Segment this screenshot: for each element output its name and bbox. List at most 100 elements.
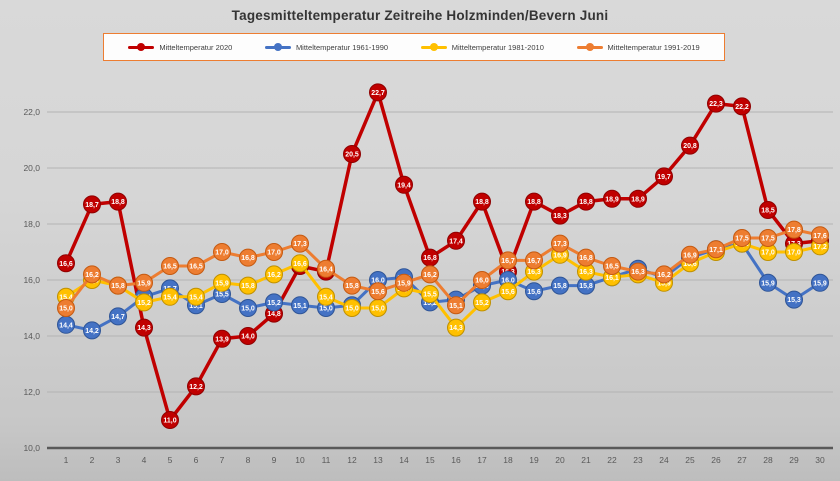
legend-item-3[interactable]: Mitteltemperatur 1981-2010 xyxy=(420,42,544,52)
data-point xyxy=(343,145,361,163)
data-point xyxy=(447,231,465,250)
data-point xyxy=(421,285,439,303)
data-point xyxy=(239,248,257,267)
data-label: 14,3 xyxy=(449,325,463,332)
x-tick-label: 8 xyxy=(246,455,251,465)
data-point xyxy=(83,195,101,214)
data-point xyxy=(551,206,569,225)
x-tick-label: 30 xyxy=(815,455,825,465)
data-label: 15,8 xyxy=(579,283,593,290)
data-label: 14,2 xyxy=(85,328,99,335)
data-point xyxy=(213,273,231,292)
data-label: 16,9 xyxy=(683,252,697,259)
data-label: 15,1 xyxy=(293,303,307,310)
data-label: 16,7 xyxy=(501,258,515,265)
x-tick-label: 28 xyxy=(763,455,773,465)
data-point xyxy=(161,257,179,275)
data-point xyxy=(759,201,777,219)
legend-marker-icon xyxy=(576,43,603,51)
data-point xyxy=(317,259,335,278)
x-tick-label: 21 xyxy=(581,455,591,465)
data-label: 17,4 xyxy=(449,238,463,245)
x-tick-label: 15 xyxy=(425,455,435,465)
x-tick-label: 22 xyxy=(607,455,617,465)
data-point xyxy=(421,265,439,284)
data-label: 16,3 xyxy=(527,269,541,276)
data-label: 16,6 xyxy=(683,261,697,268)
data-point xyxy=(239,299,257,317)
data-label: 17,0 xyxy=(267,250,281,257)
legend-item-1[interactable]: Mitteltemperatur 2020 xyxy=(128,43,232,52)
y-tick-label: 14,0 xyxy=(23,331,40,341)
data-label: 15,1 xyxy=(189,303,203,310)
x-tick-label: 19 xyxy=(529,455,539,465)
x-tick-label: 26 xyxy=(711,455,721,465)
data-label: 16,8 xyxy=(423,255,437,262)
data-label: 15,2 xyxy=(267,300,281,307)
data-point xyxy=(239,276,257,295)
data-point xyxy=(291,254,309,273)
data-label: 17,6 xyxy=(813,233,827,240)
data-label: 15,3 xyxy=(787,297,801,304)
legend-item-4[interactable]: Mitteltemperatur 1991-2019 xyxy=(576,43,700,52)
data-point xyxy=(603,189,621,208)
data-label: 16,3 xyxy=(579,269,593,276)
legend-marker-icon xyxy=(420,43,447,51)
data-label: 15,9 xyxy=(761,280,775,287)
data-label: 19,4 xyxy=(397,182,411,189)
data-label: 15,9 xyxy=(657,280,671,287)
x-tick-label: 6 xyxy=(194,455,199,465)
legend-dot-icon xyxy=(585,43,594,51)
data-label: 15,0 xyxy=(241,306,255,313)
data-label: 15,2 xyxy=(137,300,151,307)
data-label: 16,8 xyxy=(241,255,255,262)
data-point xyxy=(525,192,543,211)
y-tick-label: 20,0 xyxy=(23,163,40,173)
data-label: 17,3 xyxy=(293,241,307,248)
data-point xyxy=(57,254,75,273)
x-tick-label: 4 xyxy=(142,455,147,465)
data-point xyxy=(629,189,647,208)
data-point xyxy=(473,192,491,211)
data-label: 17,5 xyxy=(735,236,749,243)
data-point xyxy=(551,234,569,253)
x-tick-label: 5 xyxy=(168,455,173,465)
data-label: 17,5 xyxy=(761,236,775,243)
data-label: 18,8 xyxy=(527,199,541,206)
legend-label: Mitteltemperatur 1981-2010 xyxy=(451,42,544,52)
data-label: 15,8 xyxy=(241,283,255,290)
x-tick-label: 7 xyxy=(220,455,225,465)
x-tick-label: 14 xyxy=(399,455,409,465)
data-point xyxy=(577,248,595,267)
data-point xyxy=(265,243,283,261)
data-label: 16,5 xyxy=(605,264,619,271)
data-label: 17,0 xyxy=(787,250,801,257)
data-point xyxy=(473,271,491,289)
data-point xyxy=(473,293,491,312)
data-label: 15,4 xyxy=(163,294,177,301)
data-point xyxy=(733,97,751,116)
data-point xyxy=(265,293,283,312)
data-label: 15,9 xyxy=(813,280,827,287)
data-label: 16,9 xyxy=(553,252,567,259)
data-label: 17,2 xyxy=(813,244,827,251)
data-point xyxy=(811,273,829,292)
y-tick-label: 12,0 xyxy=(23,387,40,397)
data-point xyxy=(369,282,387,301)
data-point xyxy=(213,329,231,348)
data-point xyxy=(811,226,829,245)
data-point xyxy=(135,318,153,337)
data-label: 18,8 xyxy=(475,199,489,206)
x-tick-label: 23 xyxy=(633,455,643,465)
legend-item-2[interactable]: Mitteltemperatur 1961-1990 xyxy=(264,43,388,52)
data-label: 15,0 xyxy=(59,306,73,313)
data-point xyxy=(239,327,257,345)
x-tick-label: 1 xyxy=(64,455,69,465)
data-point xyxy=(681,245,699,264)
data-point xyxy=(187,377,205,396)
data-point xyxy=(83,321,101,340)
x-tick-label: 10 xyxy=(295,455,305,465)
data-label: 17,1 xyxy=(709,247,723,254)
